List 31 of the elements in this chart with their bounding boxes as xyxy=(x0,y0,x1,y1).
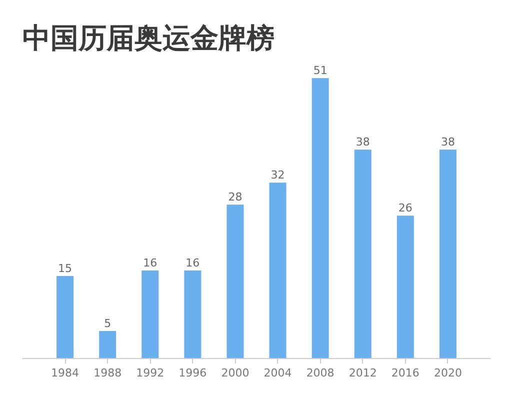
data-label: 32 xyxy=(270,168,285,182)
bar xyxy=(142,270,159,358)
data-label: 28 xyxy=(228,190,242,204)
x-tick-label: 2020 xyxy=(434,366,462,380)
data-label: 16 xyxy=(143,256,158,270)
bar xyxy=(56,276,74,358)
x-tick-label: 1996 xyxy=(178,366,207,380)
bar xyxy=(396,216,414,358)
data-label: 16 xyxy=(186,256,200,270)
data-label: 5 xyxy=(104,317,112,330)
x-tick-label: 2000 xyxy=(221,366,250,380)
data-label: 15 xyxy=(58,262,72,276)
x-tick-label: 2004 xyxy=(264,366,292,380)
bar xyxy=(269,182,286,358)
bar xyxy=(439,150,456,358)
bar xyxy=(226,204,244,358)
x-tick-label: 2012 xyxy=(348,366,377,380)
data-label: 38 xyxy=(356,136,370,149)
data-label: 51 xyxy=(313,64,328,78)
x-tick-label: 1984 xyxy=(51,366,80,380)
x-tick-label: 1992 xyxy=(136,366,164,380)
x-tick-label: 1988 xyxy=(94,366,122,380)
data-label: 38 xyxy=(440,136,455,149)
data-label: 26 xyxy=(398,202,412,215)
chart-title: 中国历届奥运金牌榜 xyxy=(22,22,274,54)
bar xyxy=(99,331,116,358)
x-tick-label: 2016 xyxy=(391,366,420,380)
x-tick-label: 2008 xyxy=(306,366,334,380)
bar xyxy=(184,270,202,358)
bar xyxy=(354,150,372,358)
bar xyxy=(312,78,329,358)
